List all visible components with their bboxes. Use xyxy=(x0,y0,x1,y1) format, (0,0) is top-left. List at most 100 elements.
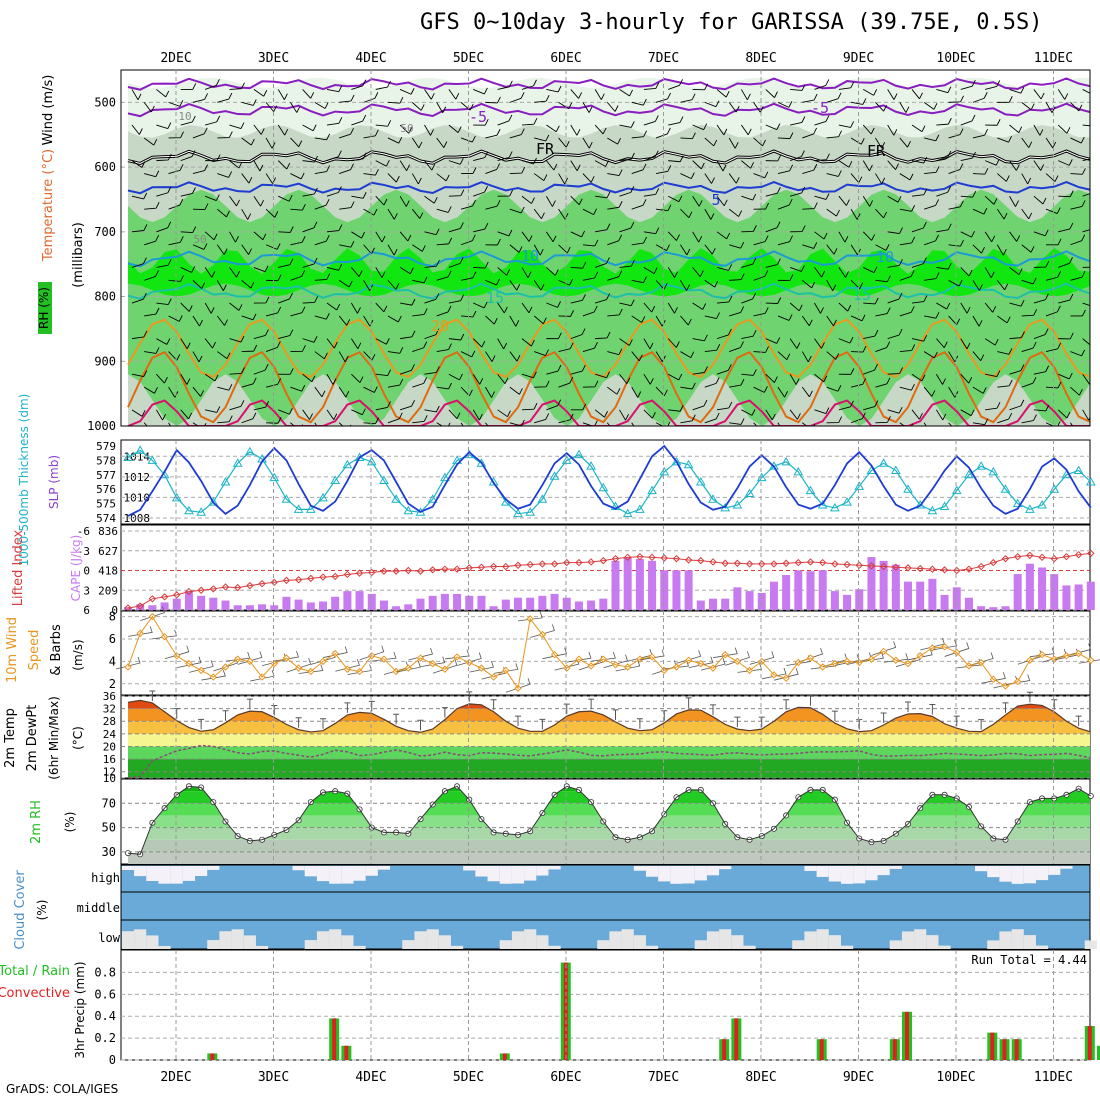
date-label-top: 9DEC xyxy=(843,51,874,66)
wind-barb xyxy=(972,418,989,426)
wind-barb xyxy=(278,408,293,415)
wind-barb xyxy=(948,128,964,139)
wind-barb xyxy=(790,116,806,126)
wind-barb xyxy=(1070,136,1085,144)
wind-barb xyxy=(960,267,973,277)
wind-barb xyxy=(924,311,940,319)
wind-barb xyxy=(265,243,281,250)
thickness-point xyxy=(208,497,219,506)
wind-barb xyxy=(241,208,252,220)
wind-barb xyxy=(400,298,416,306)
wind-barb xyxy=(887,124,898,136)
wind-barb xyxy=(887,328,903,340)
wind-barb xyxy=(497,267,511,276)
li-point xyxy=(489,562,498,571)
wind-barb xyxy=(1009,195,1019,207)
wind-barb xyxy=(619,409,629,421)
cloud-high-bar xyxy=(304,866,317,877)
cape-bar xyxy=(428,595,437,610)
wind-barb xyxy=(789,373,800,385)
wind-barb xyxy=(460,422,464,426)
wind-barb xyxy=(339,94,355,103)
thickness-point xyxy=(379,475,389,485)
date-label-top: 4DEC xyxy=(355,51,386,66)
li-point xyxy=(270,578,278,587)
thickness-point xyxy=(171,492,182,502)
wind-barb xyxy=(1082,409,1090,421)
rh2m-tick: 70 xyxy=(102,796,116,810)
wind-barb xyxy=(777,235,793,246)
wind-barb xyxy=(875,173,886,185)
cloud-high-bar xyxy=(182,866,196,881)
wind-barb xyxy=(265,341,281,352)
temp-minmax-bar xyxy=(271,704,278,716)
wind10-barb xyxy=(871,641,897,656)
temp-minmax-bar xyxy=(149,690,156,701)
li-point xyxy=(843,560,851,569)
wind-barb xyxy=(972,280,983,291)
li-point xyxy=(831,560,839,568)
wind-barb xyxy=(460,271,477,281)
wind-barb xyxy=(753,137,766,147)
wind-barb xyxy=(826,244,838,255)
cape-bar xyxy=(184,591,193,610)
wind-barb xyxy=(278,195,293,202)
wind-barb xyxy=(412,102,425,111)
li-point xyxy=(453,565,461,573)
wind-barb xyxy=(265,102,278,112)
wind-barb xyxy=(899,383,915,391)
thickness-point xyxy=(1085,476,1096,486)
wind-barb xyxy=(546,267,559,276)
isotherm-label: 10 xyxy=(521,247,539,265)
wind-barb xyxy=(278,226,294,233)
wind-barb xyxy=(972,315,983,327)
wind-barb xyxy=(619,259,635,268)
cape-bar xyxy=(940,594,949,610)
wind-barb xyxy=(326,373,337,385)
wind-barb xyxy=(595,331,611,340)
wind-barb xyxy=(741,193,757,201)
wind-barb xyxy=(485,315,498,325)
wind-barb xyxy=(814,153,830,162)
precip-ylabel-total: Total / Rain xyxy=(0,964,70,979)
thickness-point xyxy=(732,500,743,509)
wind-barb xyxy=(1033,195,1047,205)
wind-barb xyxy=(265,208,279,218)
wind-barb xyxy=(668,405,684,412)
wind-barb xyxy=(631,163,647,174)
wind-barb xyxy=(558,342,574,353)
wind-barb xyxy=(801,351,812,363)
wind-barb xyxy=(204,338,216,349)
date-label-bottom: 3DEC xyxy=(258,1070,289,1085)
cloud-high-bar xyxy=(877,866,890,876)
thickness-point xyxy=(525,507,536,516)
cape-bar xyxy=(136,604,145,610)
wind-barb xyxy=(412,244,426,252)
thickness-point xyxy=(903,484,913,493)
cape-plot: 836 627 418 209 0 -6 -3 0 3 6 xyxy=(77,525,1095,617)
wind-barb xyxy=(972,167,989,175)
wind-barb xyxy=(546,399,562,411)
wind-barb xyxy=(924,234,939,246)
thickness-point xyxy=(537,494,548,503)
cloud-high-bar xyxy=(987,866,1000,878)
wind-barb xyxy=(1033,404,1050,412)
wind-barb xyxy=(619,221,635,233)
wind-barb xyxy=(277,160,291,170)
wind-barb xyxy=(424,260,440,268)
wind-barb xyxy=(875,377,891,388)
wind-barb xyxy=(863,363,878,375)
wind-barb xyxy=(1058,159,1073,166)
wind-barb xyxy=(704,343,721,353)
isotherm-label: 50 xyxy=(193,233,206,246)
thickness-point xyxy=(330,475,341,485)
wind-barb xyxy=(875,244,890,251)
wind-barb xyxy=(168,315,183,322)
wind-barb xyxy=(302,373,316,383)
thickness-point xyxy=(147,455,158,464)
cape-bar xyxy=(794,570,803,610)
cape-tick: 0 xyxy=(111,604,118,617)
wind-barb xyxy=(887,160,899,170)
li-point xyxy=(233,583,242,592)
wind-barb xyxy=(765,409,776,421)
